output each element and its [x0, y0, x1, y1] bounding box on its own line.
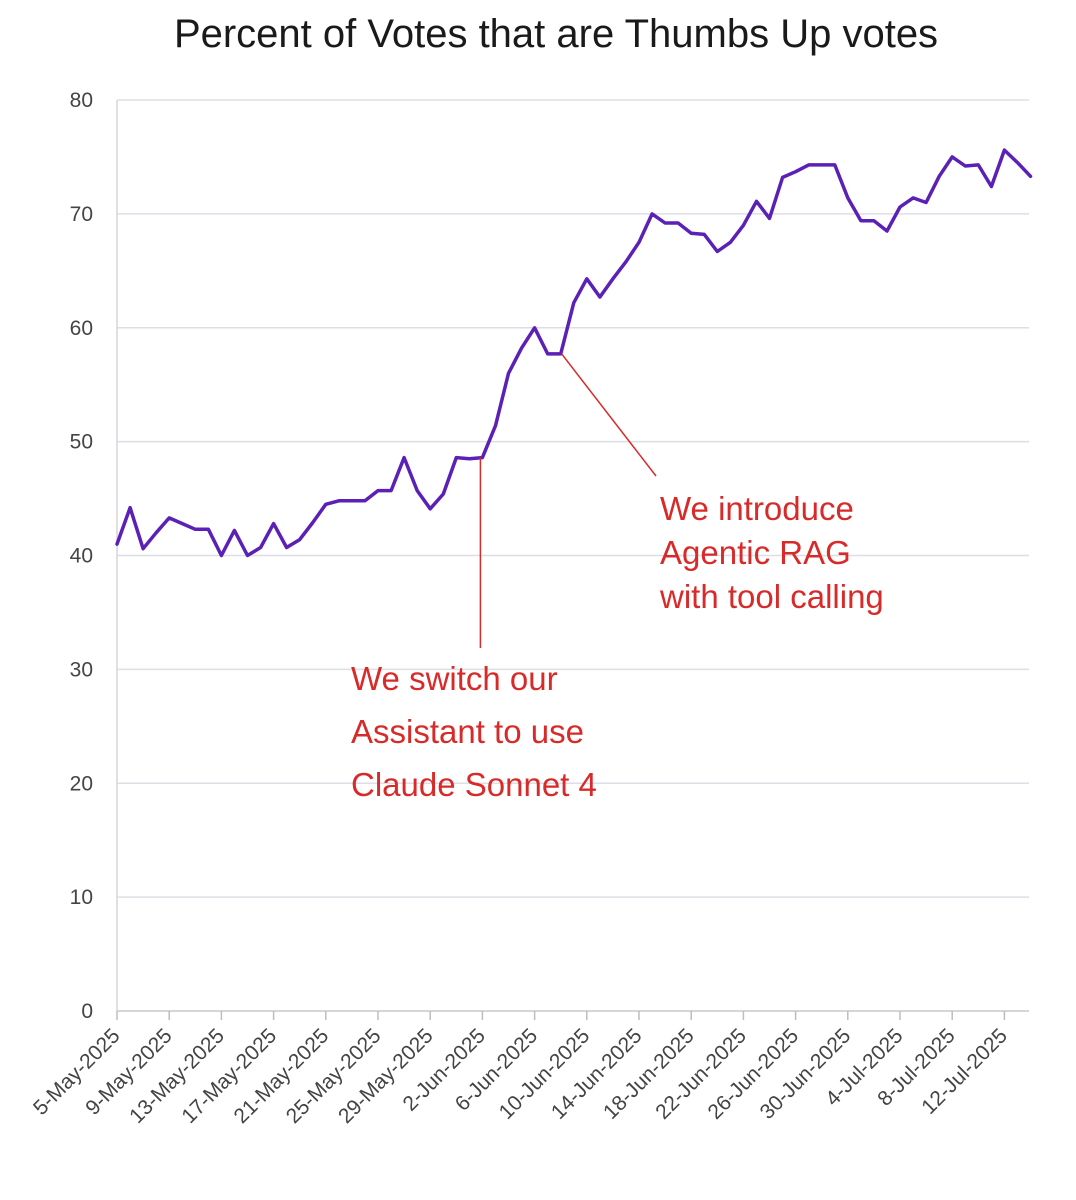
y-tick-label: 70 [70, 203, 93, 226]
y-tick-label: 60 [70, 317, 93, 340]
chart-title: Percent of Votes that are Thumbs Up vote… [173, 12, 939, 56]
annotation-text: We switch our [351, 660, 558, 697]
y-tick-label: 40 [70, 545, 93, 568]
y-tick-label: 80 [70, 89, 93, 112]
annotation-text: Claude Sonnet 4 [351, 766, 597, 803]
series-line [115, 148, 1033, 558]
annotation-leader-line [561, 353, 657, 477]
y-tick-label: 10 [70, 886, 93, 909]
annotation-text: Assistant to use [351, 713, 584, 750]
y-tick-label: 30 [70, 658, 93, 681]
annotation-text: Agentic RAG [660, 534, 851, 571]
y-tick-label: 20 [70, 772, 93, 795]
y-tick-label: 0 [81, 1000, 93, 1023]
y-tick-label: 50 [70, 431, 93, 454]
annotation-text: We introduce [660, 490, 854, 527]
annotation-text: with tool calling [659, 578, 884, 615]
